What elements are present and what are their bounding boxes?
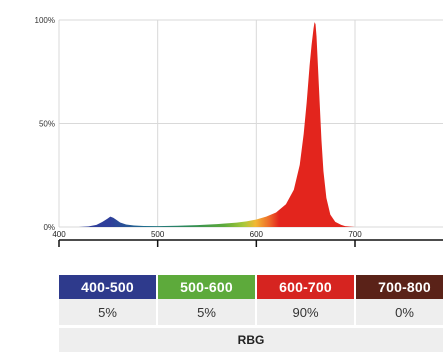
tick-labels: 0% 50% 100% 400 500 600 700 [35, 16, 363, 239]
y-tick-label: 100% [35, 16, 55, 25]
band-label-600-700: 600-700 [257, 275, 354, 299]
x-tick-label: 500 [151, 230, 165, 239]
band-percent-500-600: 5% [158, 299, 255, 325]
spectrum-chart: 0% 50% 100% 400 500 600 700 [35, 16, 443, 247]
band-label-700-800: 700-800 [356, 275, 443, 299]
x-axis [58, 239, 443, 247]
x-tick-label: 400 [52, 230, 66, 239]
x-tick-label: 700 [348, 230, 362, 239]
spectrum-area-layer [59, 22, 443, 227]
x-tick-label: 600 [250, 230, 264, 239]
band-percent-700-800: 0% [356, 299, 443, 325]
band-label-400-500: 400-500 [59, 275, 156, 299]
band-percent-600-700: 90% [257, 299, 354, 325]
band-percent-400-500: 5% [59, 299, 156, 325]
grid-layer [58, 19, 443, 228]
rbg-footer-label: RBG [59, 328, 443, 352]
band-label-500-600: 500-600 [158, 275, 255, 299]
spectrum-area [59, 22, 443, 227]
y-tick-label: 50% [39, 120, 55, 129]
y-tick-label: 0% [43, 223, 55, 232]
